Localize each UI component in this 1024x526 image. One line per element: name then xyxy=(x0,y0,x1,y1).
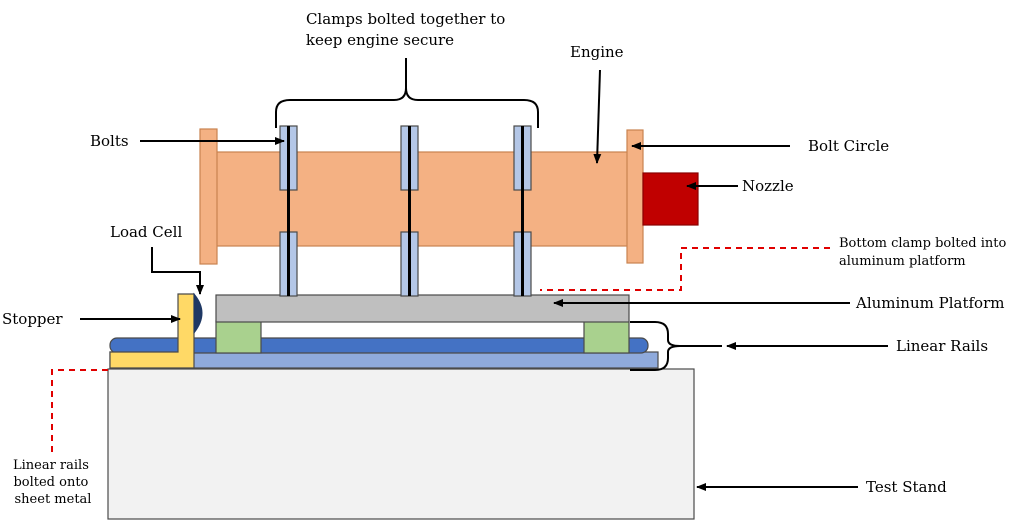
clamps-label: Clamps bolted together to keep engine se… xyxy=(306,10,510,49)
rails-note-label: Linear rails bolted onto sheet metal xyxy=(13,458,93,507)
engine-arrow xyxy=(593,69,602,164)
clamp-2 xyxy=(400,125,419,297)
load-cell xyxy=(193,292,203,335)
carriage-right xyxy=(583,320,630,354)
rails-brace xyxy=(630,321,722,371)
bolt-circle-label: Bolt Circle xyxy=(808,137,889,155)
carriage-left xyxy=(215,320,262,354)
load-cell-arrow xyxy=(151,247,204,295)
bolts-label: Bolts xyxy=(90,132,129,150)
engine-body xyxy=(213,151,629,247)
flange-left xyxy=(199,128,218,265)
bolt-circle-flange xyxy=(626,129,644,264)
engine-label: Engine xyxy=(570,43,624,61)
clamp-3 xyxy=(513,125,532,297)
bottom-clamp-label: Bottom clamp bolted into aluminum platfo… xyxy=(839,236,1010,269)
test-stand xyxy=(107,368,695,520)
bottom-clamp-callout xyxy=(540,247,830,291)
nozzle xyxy=(642,172,699,226)
stopper-label: Stopper xyxy=(2,310,63,328)
aluminum-platform xyxy=(215,294,630,323)
nozzle-label: Nozzle xyxy=(742,177,794,195)
test-stand-label: Test Stand xyxy=(866,478,947,496)
aluminum-platform-label: Aluminum Platform xyxy=(855,294,1004,312)
linear-rails-label: Linear Rails xyxy=(896,337,988,355)
rails-note-callout xyxy=(51,369,108,455)
clamps-brace xyxy=(275,58,539,128)
stopper xyxy=(109,293,195,369)
load-cell-label: Load Cell xyxy=(110,223,182,241)
